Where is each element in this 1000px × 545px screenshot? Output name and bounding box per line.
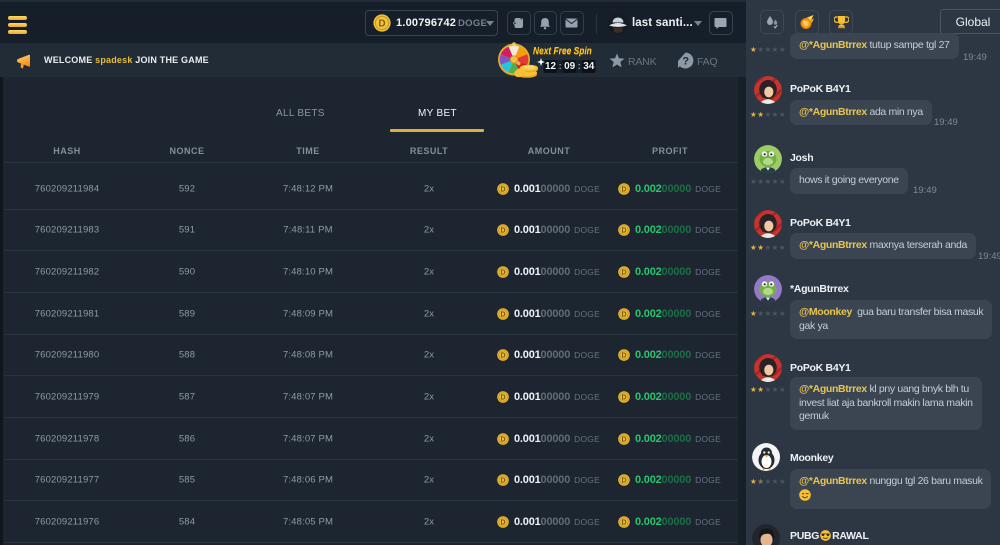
- svg-text:D: D: [621, 436, 626, 443]
- svg-text:D: D: [500, 353, 505, 360]
- svg-text:?: ?: [682, 55, 689, 67]
- svg-text:D: D: [500, 311, 505, 318]
- svg-text:D: D: [500, 478, 505, 485]
- svg-text:D: D: [621, 311, 626, 318]
- svg-text:D: D: [500, 520, 505, 527]
- svg-text:D: D: [621, 478, 626, 485]
- svg-text:D: D: [621, 269, 626, 276]
- svg-text:D: D: [621, 186, 626, 193]
- svg-text:D: D: [378, 19, 385, 30]
- svg-text:D: D: [500, 436, 505, 443]
- svg-text:D: D: [621, 394, 626, 401]
- svg-text:D: D: [500, 186, 505, 193]
- svg-text:D: D: [621, 353, 626, 360]
- svg-text:D: D: [500, 228, 505, 235]
- svg-text:D: D: [500, 394, 505, 401]
- svg-text:D: D: [500, 269, 505, 276]
- svg-text:D: D: [621, 228, 626, 235]
- svg-text:D: D: [621, 520, 626, 527]
